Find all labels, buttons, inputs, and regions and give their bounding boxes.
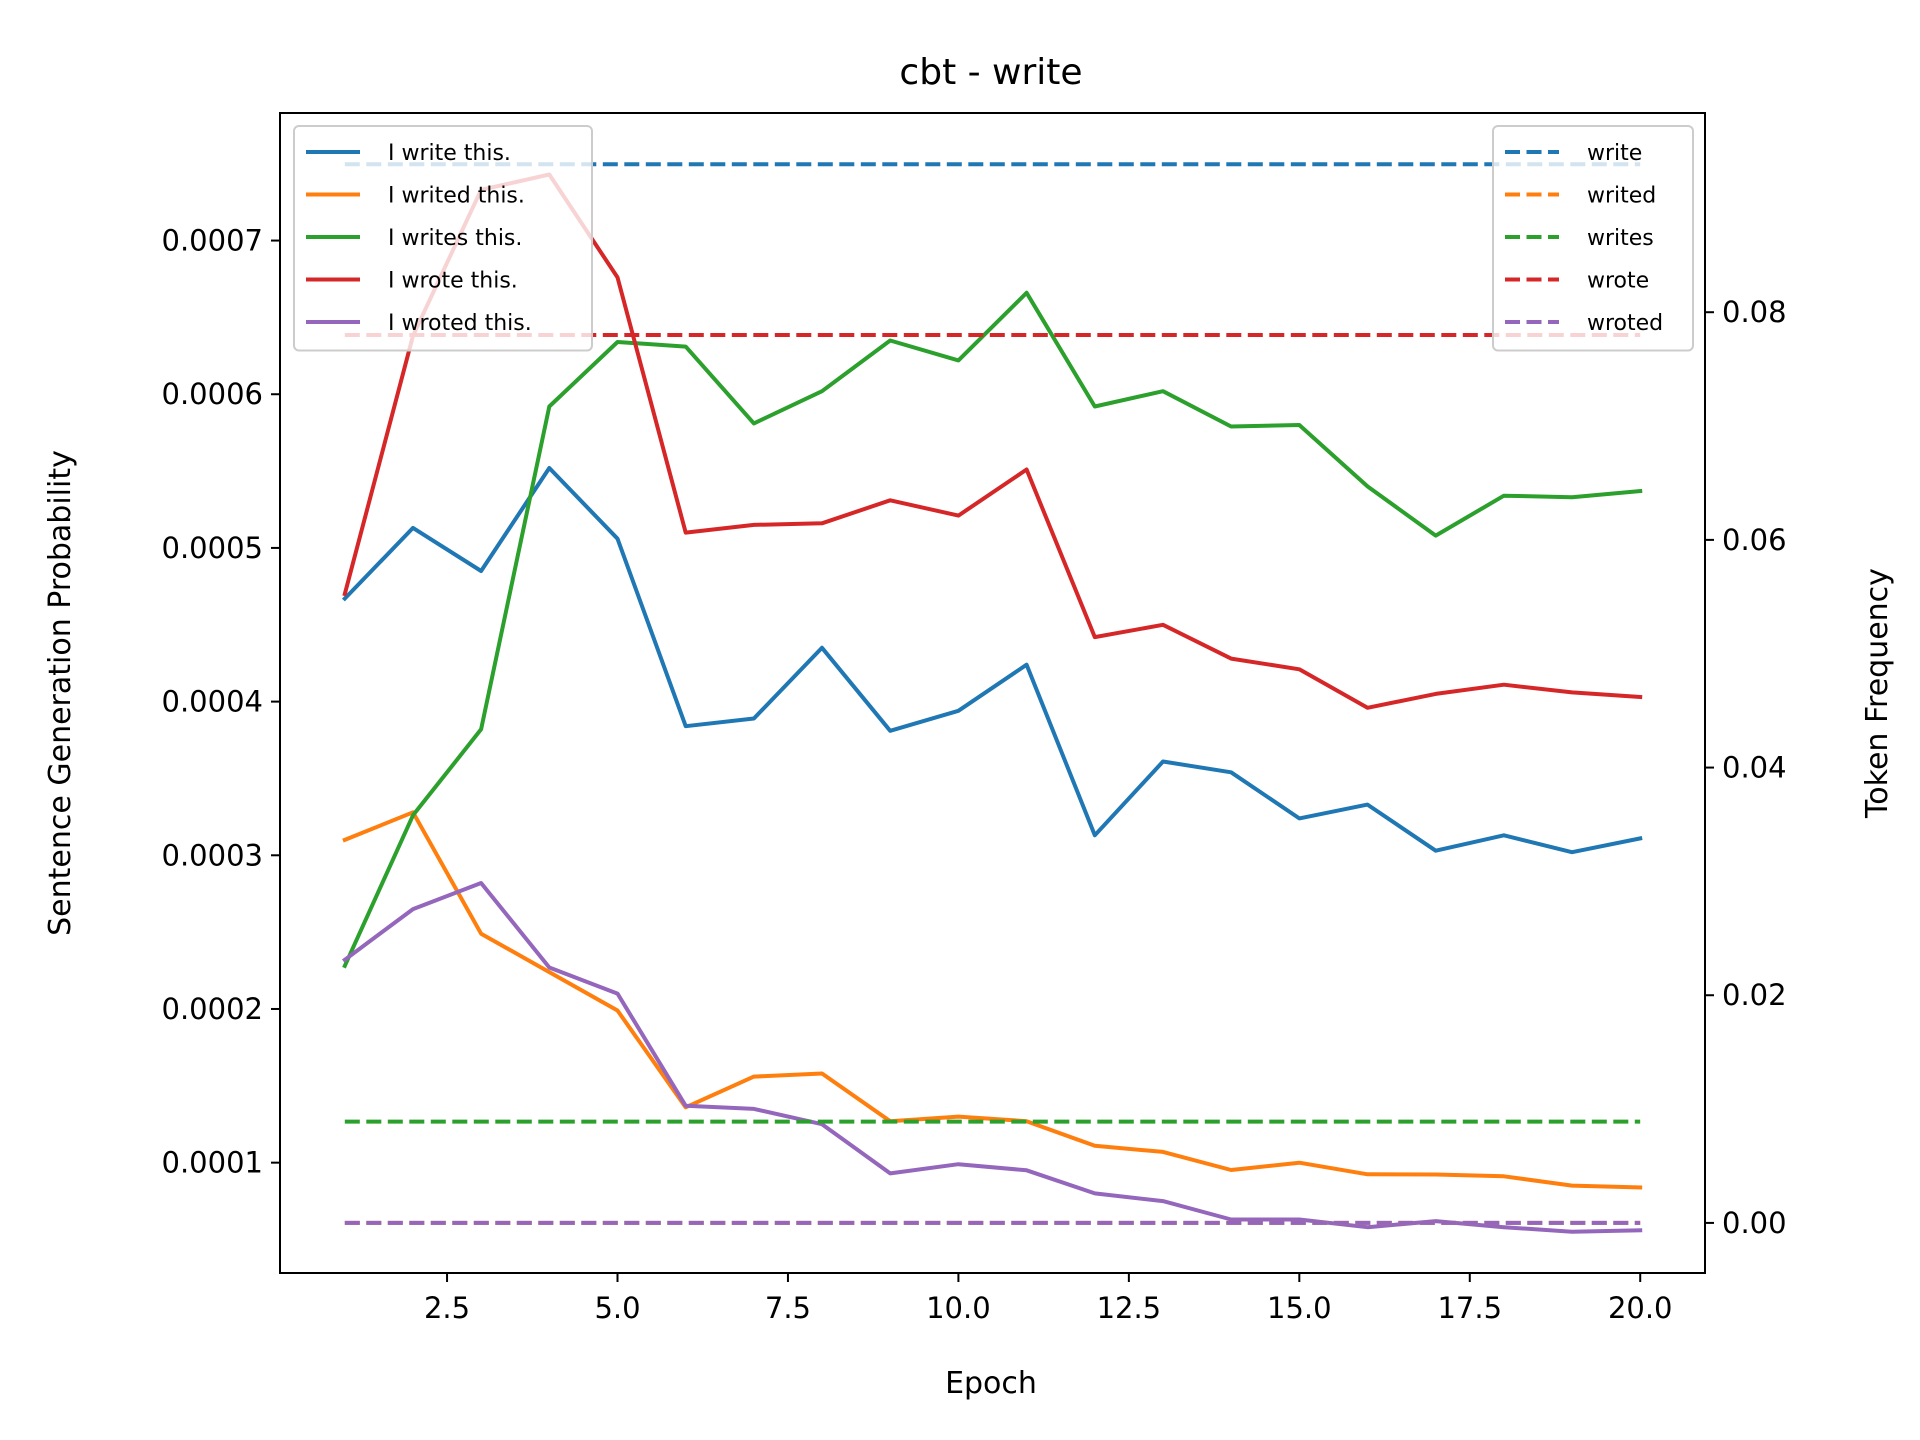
x-tick-label: 17.5 [1437,1291,1502,1325]
y-tick-label: 0.0006 [162,377,263,411]
legend-label: writed [1587,184,1656,209]
x-tick-label: 15.0 [1267,1291,1332,1325]
y2-tick-label: 0.04 [1722,751,1787,785]
legend-label: wrote [1587,269,1649,294]
x-tick-label: 10.0 [926,1291,991,1325]
plot-frame [279,112,1706,1274]
y2-tick-label: 0.08 [1722,295,1787,329]
x-tick-label: 7.5 [765,1291,811,1325]
y-tick-label: 0.0005 [162,531,263,565]
plot-area: 2.5 5.0 7.5 10.0 12.5 15.0 17.5 20.00.00010.000… [162,112,1787,1325]
legend-label: I write this. [388,141,511,166]
legends: I write this. I writed this. I writes this… [293,125,1694,352]
y2-axis-title: Token Frequency [1860,568,1895,819]
legend-right: write writed writes wrote wroted [1492,125,1694,352]
x-tick-label: 20.0 [1608,1291,1673,1325]
y-axis-title: Sentence Generation Probability [43,450,78,936]
y-tick-label: 0.0003 [162,838,263,872]
series-line-i-writes-this [342,290,1643,969]
x-tick-label: 5.0 [594,1291,640,1325]
legend-right-box [1492,125,1694,352]
legend-label: write [1587,141,1642,166]
legend-label: wroted [1587,311,1663,336]
legend-label: I wrote this. [388,269,518,294]
y-tick-label: 0.0002 [162,992,263,1026]
legend-label: writes [1587,226,1654,251]
y-tick-label: 0.0001 [162,1146,263,1180]
series-line-i-writed-this [342,810,1643,1190]
y2-tick-label: 0.02 [1722,978,1787,1012]
x-axis-title: Epoch [945,1366,1037,1401]
legend-left-box [293,125,593,352]
x-tick-label: 12.5 [1097,1291,1162,1325]
y-tick-label: 0.0004 [162,685,263,719]
y2-tick-label: 0.00 [1722,1206,1787,1240]
series-line-i-write-this [341,466,1643,855]
x-tick-label: 2.5 [424,1291,470,1325]
y2-tick-label: 0.06 [1722,523,1787,557]
y-tick-label: 0.0007 [162,224,263,258]
legend-label: I writed this. [388,184,525,209]
legend-label: I writes this. [388,226,522,251]
chart-title: cbt - write [899,52,1082,93]
legend-left: I write this. I writed this. I writes this… [293,125,593,352]
legend-label: I wroted this. [388,311,532,336]
